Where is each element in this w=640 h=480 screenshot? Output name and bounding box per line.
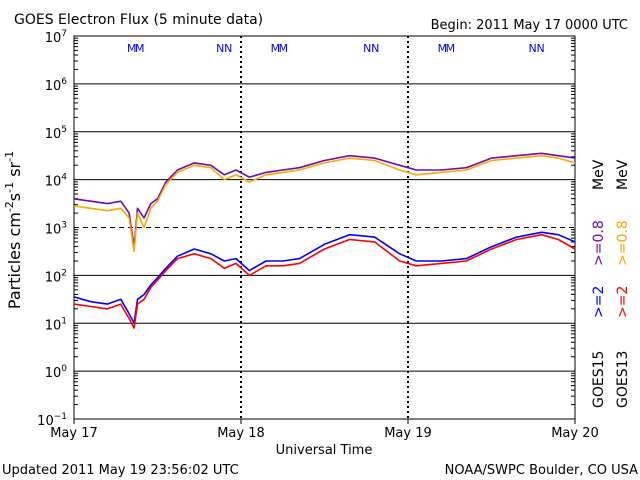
- legend-satellite-label: GOES15: [591, 351, 607, 408]
- legend: GOES15 GOES13 >=2 >=2 >=0.8 >=0.8 MeV MeV: [591, 159, 631, 408]
- event-marker: M: [271, 42, 281, 55]
- event-marker: M: [127, 42, 137, 55]
- y-tick-label: 106: [45, 77, 68, 94]
- series-line: [73, 154, 576, 253]
- legend-unit-label: MeV: [591, 159, 607, 190]
- event-marker: N: [371, 42, 379, 55]
- series-line: [73, 152, 576, 248]
- y-tick-label: 103: [45, 221, 67, 238]
- x-axis-label: Universal Time: [276, 443, 373, 458]
- series-line: [73, 233, 576, 329]
- y-tick-label: 104: [45, 173, 68, 190]
- y-tick-label: 101: [45, 316, 67, 333]
- y-axis-label: Particles cm-2s-1 sr-1: [3, 151, 24, 309]
- y-tick-label: 105: [45, 125, 67, 142]
- x-tick-label: May 19: [384, 426, 432, 441]
- y-tick-label: 107: [45, 29, 67, 46]
- legend-unit-label: MeV: [615, 159, 631, 190]
- event-marker: N: [363, 42, 371, 55]
- x-tick-label: May 20: [551, 426, 599, 441]
- legend-entry-label: >=2: [591, 286, 607, 318]
- event-marker: M: [135, 42, 145, 55]
- legend-entry-label: >=0.8: [615, 220, 631, 266]
- chart-title: GOES Electron Flux (5 minute data): [14, 12, 263, 28]
- legend-entry-label: >=0.8: [591, 220, 607, 266]
- event-marker: N: [528, 42, 536, 55]
- credit-text: NOAA/SWPC Boulder, CO USA: [445, 463, 638, 478]
- begin-time: Begin: 2011 May 17 0000 UTC: [431, 18, 628, 33]
- legend-entry-label: >=2: [615, 286, 631, 318]
- event-marker: N: [536, 42, 544, 55]
- x-tick-label: May 17: [50, 426, 98, 441]
- updated-timestamp: Updated 2011 May 19 23:56:02 UTC: [2, 463, 239, 478]
- event-marker: N: [216, 42, 224, 55]
- y-tick-label: 100: [45, 364, 68, 381]
- y-tick-label: 10−1: [37, 412, 67, 429]
- x-tick-label: May 18: [217, 426, 265, 441]
- y-tick-label: 102: [45, 268, 67, 285]
- event-marker: M: [446, 42, 456, 55]
- legend-satellite-label: GOES13: [615, 351, 631, 408]
- event-marker: M: [279, 42, 289, 55]
- event-marker: N: [224, 42, 232, 55]
- event-marker: M: [438, 42, 448, 55]
